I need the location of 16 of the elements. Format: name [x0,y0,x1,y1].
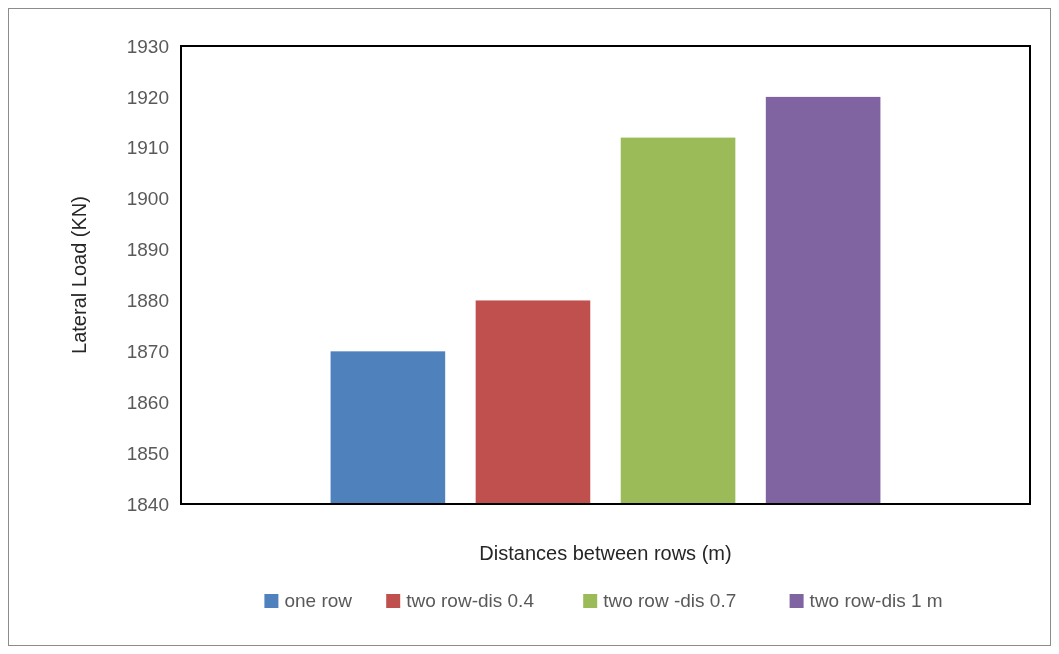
y-tick-label: 1880 [126,290,169,312]
y-tick-label: 1930 [126,35,169,57]
legend-label: two row-dis 1 m [809,590,943,611]
y-tick-label: 1860 [126,391,169,413]
y-tick-label: 1890 [126,239,169,261]
y-axis-title: Lateral Load (KN) [68,196,90,354]
y-tick-label: 1920 [126,86,169,108]
x-axis-title: Distances between rows (m) [479,542,732,564]
y-tick-label: 1850 [126,442,169,464]
y-tick-label: 1910 [126,137,169,159]
legend-label: one row [284,590,353,611]
legend-label: two row-dis 0.4 [406,590,535,611]
legend-label: two row -dis 0.7 [603,590,737,611]
y-tick-label: 1840 [126,493,169,515]
y-tick-label: 1900 [126,188,169,210]
y-tick-label: 1870 [126,340,169,362]
